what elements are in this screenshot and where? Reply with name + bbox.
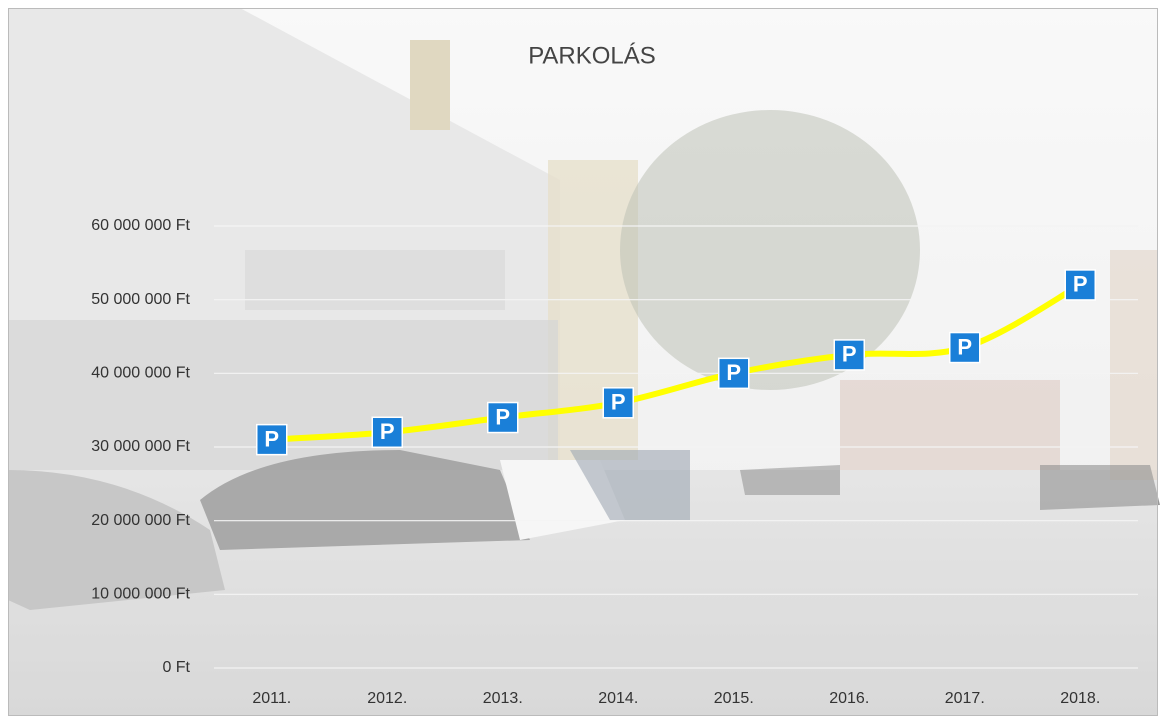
marker-symbol: P (380, 419, 395, 444)
marker-symbol: P (495, 404, 510, 429)
chart-title: PARKOLÁS (528, 42, 656, 69)
marker-box (256, 423, 288, 456)
marker-box (833, 339, 865, 371)
marker-box (487, 401, 519, 434)
marker: P (487, 401, 519, 434)
x-tick-label: 2014. (598, 690, 638, 707)
y-tick-label: 40 000 000 Ft (91, 365, 190, 382)
y-tick-label: 10 000 000 Ft (91, 586, 190, 603)
marker-box (602, 387, 634, 419)
background-photo (8, 8, 1160, 716)
x-tick-label: 2016. (829, 690, 869, 707)
marker: P (1064, 269, 1096, 301)
marker: P (256, 423, 288, 456)
marker-box (371, 416, 403, 449)
marker-symbol: P (842, 342, 857, 367)
x-tick-label: 2017. (945, 690, 985, 707)
x-tick-label: 2015. (714, 690, 754, 707)
marker: P (718, 357, 750, 390)
marker: P (833, 339, 865, 371)
marker-symbol: P (957, 334, 972, 359)
marker-symbol: P (1073, 272, 1088, 297)
marker-box (949, 331, 981, 364)
y-tick-label: 30 000 000 Ft (91, 438, 190, 455)
y-tick-label: 60 000 000 Ft (91, 217, 190, 234)
marker-box (718, 357, 750, 390)
y-tick-label: 20 000 000 Ft (91, 512, 190, 529)
y-tick-label: 50 000 000 Ft (91, 291, 190, 308)
y-tick-label: 0 Ft (162, 659, 190, 676)
marker: P (371, 416, 403, 449)
x-tick-label: 2018. (1060, 690, 1100, 707)
marker: P (949, 331, 981, 364)
marker-symbol: P (264, 426, 279, 451)
marker-symbol: P (611, 390, 626, 415)
marker: P (602, 387, 634, 419)
marker-box (1064, 269, 1096, 301)
marker-symbol: P (726, 360, 741, 385)
x-tick-label: 2012. (367, 690, 407, 707)
x-tick-label: 2013. (483, 690, 523, 707)
x-tick-label: 2011. (252, 690, 291, 707)
